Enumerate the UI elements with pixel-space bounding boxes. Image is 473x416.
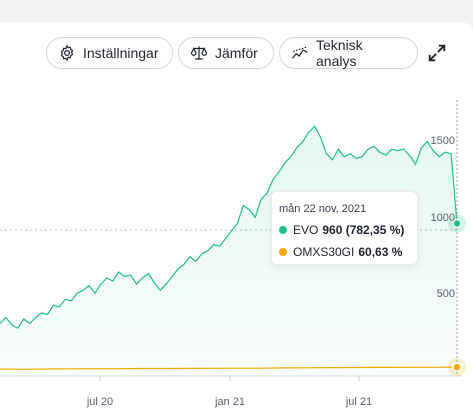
evo-area-fill <box>0 126 457 377</box>
evo-series-line <box>0 125 458 329</box>
tooltip-series-value: 960 (782,35 %) <box>322 223 405 237</box>
tooltip-series-name: OMXS30GI <box>293 245 355 259</box>
compare-label: Jämför <box>215 45 258 61</box>
technical-analysis-label: Teknisk analys <box>316 37 363 69</box>
omx-series-line <box>0 366 458 370</box>
hover-tooltip: mån 22 nov, 2021 EVO 960 (782,35 %) OMXS… <box>271 191 418 265</box>
x-tick-label: jan 21 <box>214 396 245 408</box>
compare-button[interactable]: Jämför <box>178 37 274 69</box>
chart-toolbar: Inställningar Jämför Teknisk analys <box>0 37 473 69</box>
omx-legend-dot <box>279 248 287 256</box>
tooltip-date: mån 22 nov, 2021 <box>279 203 367 215</box>
evo-hover-marker <box>452 218 462 229</box>
settings-button[interactable]: Inställningar <box>46 37 173 69</box>
y-tick-label: 500 <box>437 288 455 300</box>
evo-legend-dot <box>279 226 287 234</box>
chart-axes: jul 20 jan 21 jul 21 500 1000 1500 <box>86 135 455 408</box>
technical-analysis-button[interactable]: Teknisk analys <box>279 37 418 69</box>
expand-icon[interactable] <box>426 42 448 64</box>
omx-hover-marker <box>452 362 462 372</box>
gear-icon <box>60 44 74 62</box>
settings-label: Inställningar <box>83 45 159 61</box>
y-tick-label: 1000 <box>431 212 455 224</box>
tooltip-series-value: 60,63 % <box>358 245 403 259</box>
y-tick-label: 1500 <box>431 135 455 147</box>
x-tick-label: jul 20 <box>86 396 113 408</box>
hover-markers <box>448 214 466 377</box>
trend-line-icon <box>292 46 308 59</box>
x-tick-label: jul 21 <box>345 396 372 408</box>
tooltip-row-evo: EVO 960 (782,35 %) <box>279 223 409 237</box>
scales-icon <box>190 46 208 60</box>
tooltip-row-omx: OMXS30GI 60,63 % <box>279 245 409 259</box>
tooltip-series-name: EVO <box>293 223 319 237</box>
